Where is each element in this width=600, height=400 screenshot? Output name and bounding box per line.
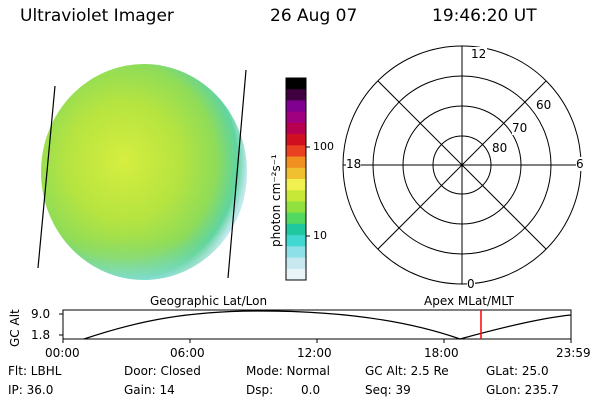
polar-lat-80: 80 bbox=[492, 141, 508, 155]
terminator-line-right bbox=[227, 69, 247, 279]
instrument-title: Ultraviolet Imager bbox=[20, 6, 174, 26]
timeline-xtick-label-0000: 00:00 bbox=[45, 346, 80, 360]
colorbar-label-10: 10 bbox=[313, 229, 327, 242]
colorbar-band bbox=[286, 89, 306, 101]
colorbar-unit-label: photon cm⁻²s⁻¹ bbox=[269, 154, 283, 247]
colorbar-band bbox=[286, 201, 306, 214]
earth-uv-image bbox=[37, 64, 247, 280]
timeline-left-label: Geographic Lat/Lon bbox=[150, 294, 268, 308]
colorbar-band bbox=[286, 156, 306, 169]
dsp-label: Dsp: bbox=[246, 383, 274, 397]
timeline-axis-title: GC Alt bbox=[8, 309, 22, 347]
gc-alt-status: GC Alt: 2.5 Re bbox=[365, 364, 449, 378]
colorbar-band bbox=[286, 145, 306, 158]
colorbar-band bbox=[286, 78, 306, 90]
time-label: 19:46:20 UT bbox=[432, 6, 537, 26]
gain-status: Gain: 14 bbox=[124, 383, 175, 397]
colorbar-band bbox=[286, 134, 306, 146]
colorbar-band bbox=[286, 190, 306, 202]
filter-status: Flt: LBHL bbox=[8, 364, 62, 378]
dsp-value: 0.0 bbox=[301, 383, 321, 397]
timeline-plot bbox=[59, 309, 572, 343]
colorbar-band bbox=[286, 179, 306, 191]
colorbar-band bbox=[286, 235, 306, 247]
polar-hour-12: 12 bbox=[470, 47, 488, 61]
mode-status: Mode: Normal bbox=[246, 364, 330, 378]
timeline-ytick-label-9: 9.0 bbox=[31, 307, 51, 321]
glon-status: GLon: 235.7 bbox=[486, 383, 559, 397]
timeline-xtick-label-1200: 12:00 bbox=[297, 346, 332, 360]
colorbar-band bbox=[286, 212, 306, 225]
colorbar-band bbox=[286, 167, 306, 180]
colorbar bbox=[285, 77, 310, 281]
colorbar-band bbox=[286, 257, 306, 270]
door-status: Door: Closed bbox=[124, 364, 201, 378]
colorbar-band bbox=[286, 100, 306, 113]
timeline-xtick-label-0600: 06:00 bbox=[170, 346, 205, 360]
glat-status: GLat: 25.0 bbox=[486, 364, 549, 378]
polar-hour-0: 0 bbox=[467, 277, 475, 291]
timeline-ytick-label-1_8: 1.8 bbox=[31, 328, 51, 342]
ip-status: IP: 36.0 bbox=[8, 383, 54, 397]
colorbar-band bbox=[286, 111, 306, 124]
colorbar-band bbox=[286, 122, 306, 135]
polar-plot bbox=[342, 45, 582, 285]
colorbar-band bbox=[286, 268, 306, 281]
polar-hour-18: 18 bbox=[346, 157, 362, 171]
gc-alt-curve bbox=[83, 310, 572, 340]
timeline-xtick-label-2359: 23:59 bbox=[556, 346, 591, 360]
colorbar-band bbox=[286, 223, 306, 236]
polar-lat-70: 70 bbox=[512, 121, 528, 135]
polar-diagonal-2 bbox=[377, 80, 547, 250]
seq-status: Seq: 39 bbox=[365, 383, 411, 397]
polar-hour-6: 6 bbox=[576, 157, 584, 171]
date-label: 26 Aug 07 bbox=[270, 6, 358, 26]
timeline-xtick-label-1800: 18:00 bbox=[424, 346, 459, 360]
colorbar-band bbox=[286, 246, 306, 259]
terminator-line-left bbox=[37, 85, 56, 269]
colorbar-label-100: 100 bbox=[313, 140, 334, 153]
polar-lat-60: 60 bbox=[536, 98, 552, 112]
timeline-right-label: Apex MLat/MLT bbox=[424, 294, 514, 308]
